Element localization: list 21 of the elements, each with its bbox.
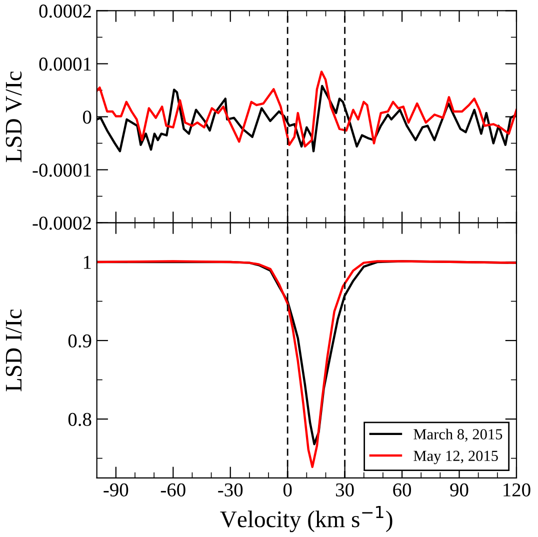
x-tick-label: 120: [504, 483, 530, 496]
x-tick-label: 0: [283, 483, 292, 496]
x-tick-label: -90: [104, 483, 128, 496]
y-tick-label: 0.0002: [39, 4, 91, 18]
legend-label: May 12, 2015: [414, 450, 498, 464]
y-tick-label: 0.0001: [39, 58, 91, 71]
x-axis-title: Velocity (km s$^{−1}$): [220, 506, 392, 532]
x-tick-label: -60: [160, 483, 186, 496]
x-tick-label: -30: [218, 483, 243, 496]
y-tick-label: 0.9: [68, 334, 92, 348]
y-axis-title: LSD V/Ic: [6, 71, 22, 162]
y-tick-label: 0.8: [68, 412, 92, 426]
x-tick-label: 30: [336, 483, 354, 496]
legend-label: March 8, 2015: [414, 428, 502, 442]
y-tick-label: -0.0001: [32, 164, 91, 177]
x-tick-label: 90: [450, 483, 468, 496]
y-axis-title: LSD I/Ic: [6, 309, 22, 392]
y-tick-label: 1: [84, 256, 91, 269]
y-tick-label: -0.0002: [32, 216, 91, 230]
x-tick-label: 60: [393, 483, 412, 496]
y-tick-label: 0: [83, 110, 92, 124]
